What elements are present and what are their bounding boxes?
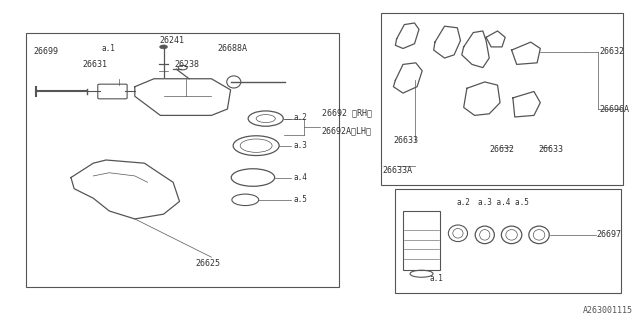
Text: 26692 〈RH〉: 26692 〈RH〉 <box>322 108 372 117</box>
Text: 26632: 26632 <box>489 145 514 154</box>
Text: 26238: 26238 <box>174 60 200 69</box>
Text: 26696A: 26696A <box>599 105 629 114</box>
Text: 26692A〈LH〉: 26692A〈LH〉 <box>322 127 372 136</box>
Text: a.4: a.4 <box>293 173 307 182</box>
Text: a.3: a.3 <box>293 141 307 150</box>
Text: a.2: a.2 <box>293 114 307 123</box>
Text: a.5: a.5 <box>293 195 307 204</box>
Text: 26241: 26241 <box>159 36 184 45</box>
Text: 26688A: 26688A <box>218 44 248 53</box>
Text: A263001115: A263001115 <box>583 307 633 316</box>
Text: 26631: 26631 <box>83 60 108 69</box>
Text: 26633: 26633 <box>394 136 419 145</box>
Circle shape <box>160 45 168 49</box>
Text: a.2: a.2 <box>456 197 470 206</box>
Text: 26697: 26697 <box>596 230 621 239</box>
Text: a.1: a.1 <box>430 274 444 283</box>
Text: 26633: 26633 <box>538 145 563 154</box>
Text: 26699: 26699 <box>34 47 59 56</box>
Text: a.1: a.1 <box>102 44 115 53</box>
Text: 26625: 26625 <box>195 259 220 268</box>
Text: 26632: 26632 <box>599 47 624 56</box>
Text: a.3 a.4 a.5: a.3 a.4 a.5 <box>478 197 529 206</box>
Text: 26633A: 26633A <box>382 166 412 175</box>
